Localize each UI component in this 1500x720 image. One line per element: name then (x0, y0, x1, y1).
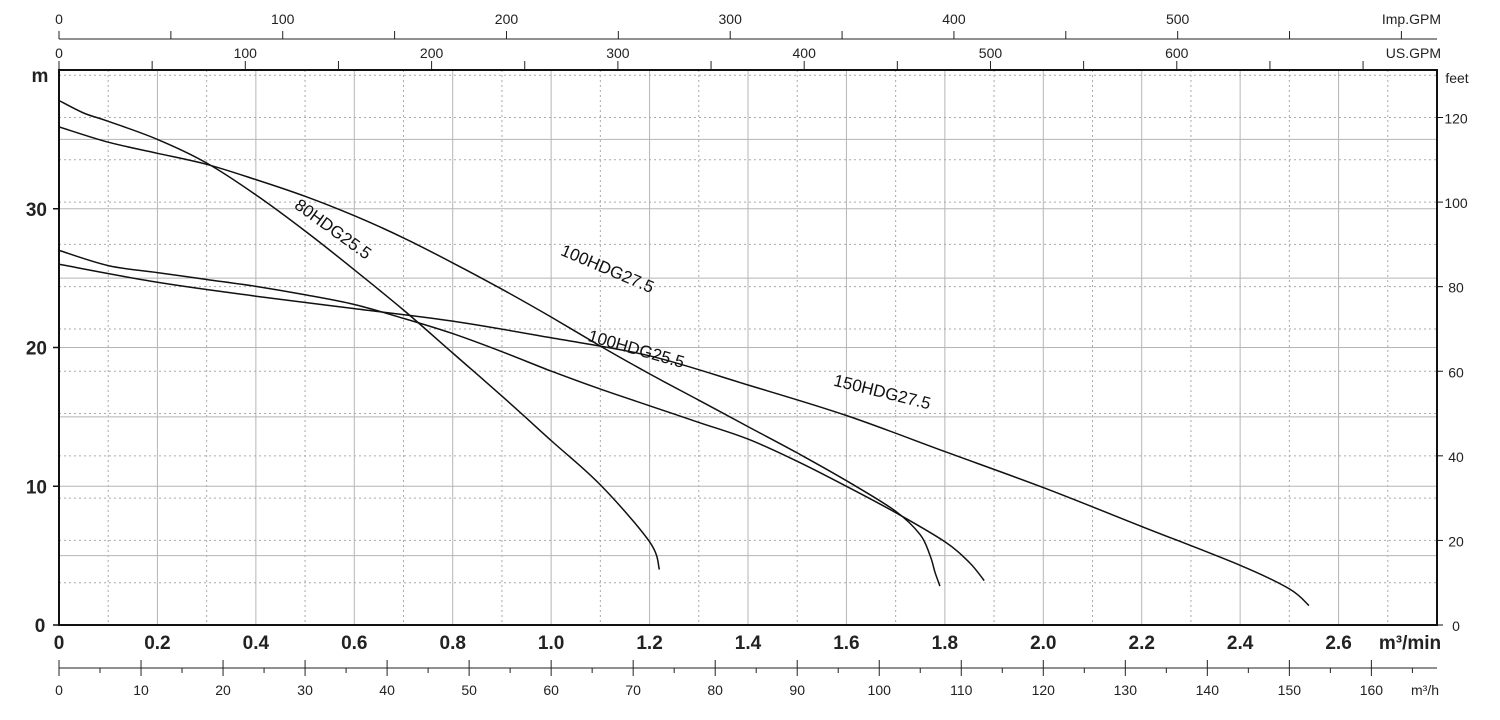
y-tick-label: 10 (26, 477, 47, 498)
m3h-tick-label: 90 (789, 682, 805, 698)
y2-tick-label: 120 (1444, 111, 1468, 127)
x-tick-label: 2.6 (1325, 633, 1351, 654)
top-axis-tick-label: 0 (55, 45, 63, 61)
series-lines (58, 99, 1310, 607)
x-tick-label: 0 (54, 633, 65, 654)
m3h-tick-label: 150 (1278, 682, 1302, 698)
top-axis-tick-label: 100 (271, 11, 295, 27)
y2-tick-label: 20 (1448, 533, 1464, 549)
m3h-tick-label: 120 (1032, 682, 1056, 698)
top-axis-tick-label: 600 (1165, 45, 1189, 61)
series-line-80hdg25-5 (58, 99, 661, 570)
x-tick-label: 0.6 (341, 633, 367, 654)
m3h-tick-label: 0 (55, 682, 63, 698)
curve-label-100hdg25-5: 100HDG25.5 (586, 326, 687, 372)
y2-tick-label: 0 (1452, 618, 1460, 634)
y-axis-label: m (32, 66, 49, 87)
y-tick-label: 0 (35, 616, 46, 637)
top-axis-tick-label: 500 (1166, 11, 1190, 27)
m3h-tick-label: 70 (625, 682, 641, 698)
top-axis-tick-label: 300 (606, 45, 630, 61)
series-line-100hdg25-5 (58, 249, 985, 582)
x-tick-label: 1.4 (735, 633, 762, 654)
m3h-tick-label: 10 (133, 682, 149, 698)
top-axis-tick-label: 400 (793, 45, 817, 61)
y-tick-label: 30 (26, 200, 47, 221)
x-tick-label: 1.6 (833, 633, 859, 654)
axes (53, 31, 1443, 676)
top-axis-tick-label: 200 (420, 45, 444, 61)
x-tick-label: 2.4 (1227, 633, 1254, 654)
y-tick-label: 20 (26, 339, 47, 360)
top-axis-label: Imp.GPM (1382, 11, 1441, 27)
curve-label-100hdg27-5: 100HDG27.5 (558, 241, 657, 297)
top-axis-tick-label: 300 (719, 11, 743, 27)
m3h-axis-label: m³/h (1411, 682, 1439, 698)
x-tick-label: 0.4 (243, 633, 270, 654)
x-tick-label: 1.8 (932, 633, 958, 654)
grid (59, 70, 1437, 625)
m3h-tick-label: 50 (461, 682, 477, 698)
top-axis-tick-label: 400 (942, 11, 966, 27)
y2-tick-label: 100 (1444, 195, 1468, 211)
top-axis-tick-label: 200 (495, 11, 519, 27)
x-axis-label: m³/min (1379, 633, 1441, 654)
m3h-tick-label: 100 (868, 682, 892, 698)
y2-tick-label: 60 (1448, 364, 1464, 380)
x-tick-label: 2.0 (1030, 633, 1056, 654)
m3h-tick-label: 130 (1114, 682, 1138, 698)
x-tick-label: 1.2 (636, 633, 662, 654)
y2-tick-label: 40 (1448, 449, 1464, 465)
m3h-tick-label: 160 (1360, 682, 1384, 698)
series-line-150hdg27-5 (58, 263, 1310, 607)
series-line-100hdg27-5 (58, 126, 941, 587)
top-axis-tick-label: 100 (234, 45, 258, 61)
m3h-tick-label: 30 (297, 682, 313, 698)
m3h-tick-label: 140 (1196, 682, 1220, 698)
m3h-tick-label: 40 (379, 682, 395, 698)
y2-tick-label: 80 (1448, 280, 1464, 296)
m3h-tick-label: 80 (707, 682, 723, 698)
x-tick-label: 2.2 (1129, 633, 1155, 654)
x-tick-label: 1.0 (538, 633, 564, 654)
x-tick-label: 0.8 (440, 633, 466, 654)
y2-axis-label: feet (1445, 70, 1468, 86)
top-axis-label: US.GPM (1386, 45, 1441, 61)
m3h-tick-label: 60 (543, 682, 559, 698)
m3h-tick-label: 110 (950, 682, 973, 698)
x-tick-label: 0.2 (144, 633, 170, 654)
m3h-tick-label: 20 (215, 682, 231, 698)
top-axis-tick-label: 500 (979, 45, 1003, 61)
top-axis-tick-label: 0 (55, 11, 63, 27)
